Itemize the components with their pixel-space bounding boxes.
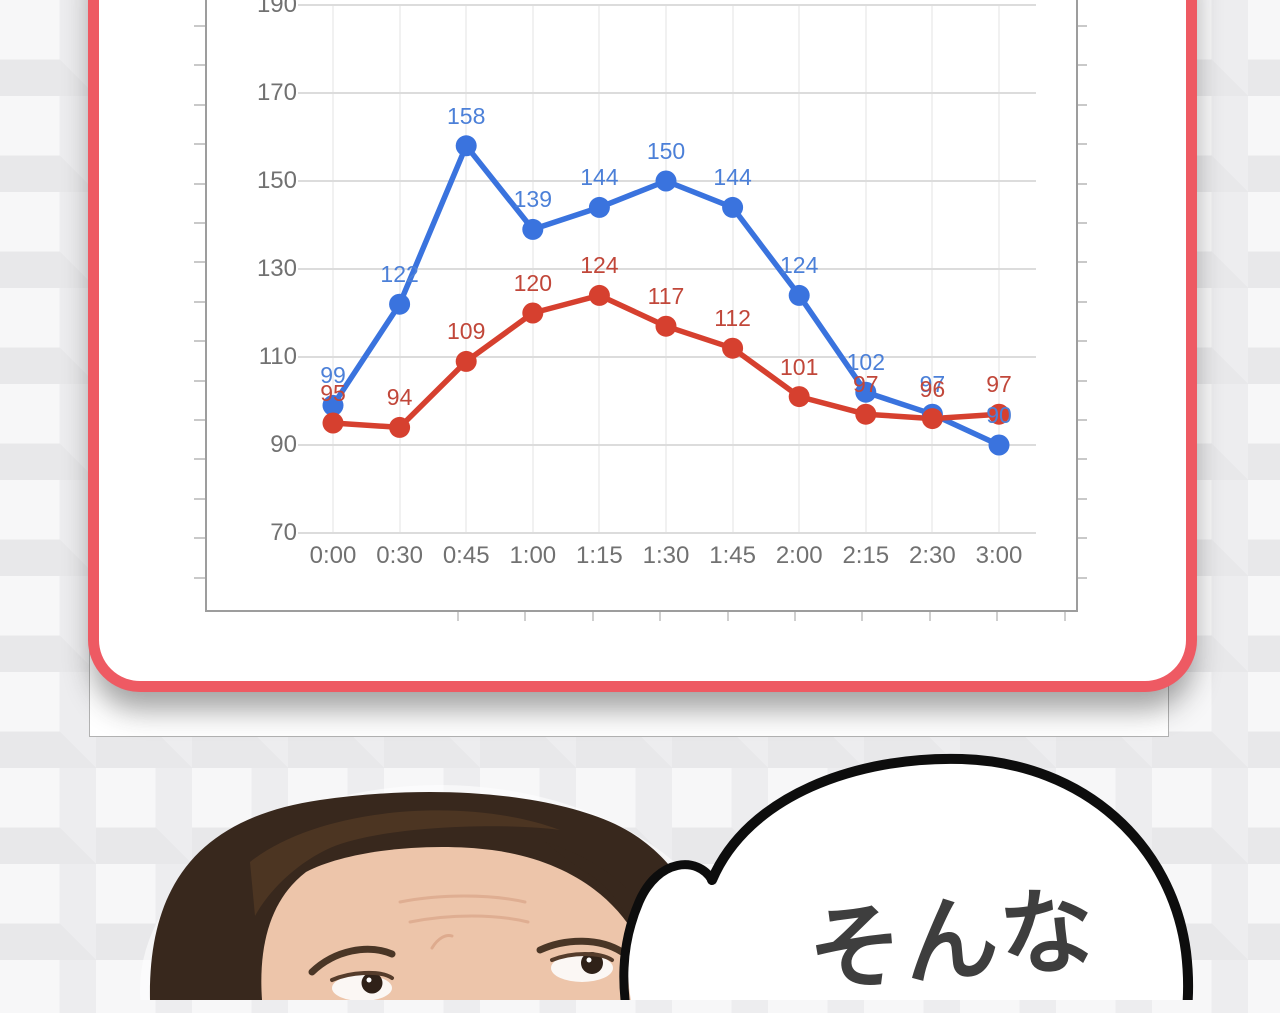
right-eyebrow: [536, 937, 626, 956]
left-iris: [361, 972, 383, 994]
right-iris: [581, 952, 603, 974]
right-eyelid: [550, 952, 614, 962]
brow-furrow: [430, 934, 454, 950]
right-eye-glint: [586, 957, 592, 963]
left-eye-glint: [366, 977, 372, 983]
left-eyebrow: [308, 945, 396, 976]
speech-bubble-outline: [707, 753, 1194, 1000]
hair-highlight: [250, 810, 560, 916]
forehead-wrinkle: [398, 894, 527, 904]
speech-bubble-fill: [627, 758, 1189, 1000]
left-eyelid: [330, 970, 394, 982]
forehead-wrinkle: [408, 914, 530, 924]
